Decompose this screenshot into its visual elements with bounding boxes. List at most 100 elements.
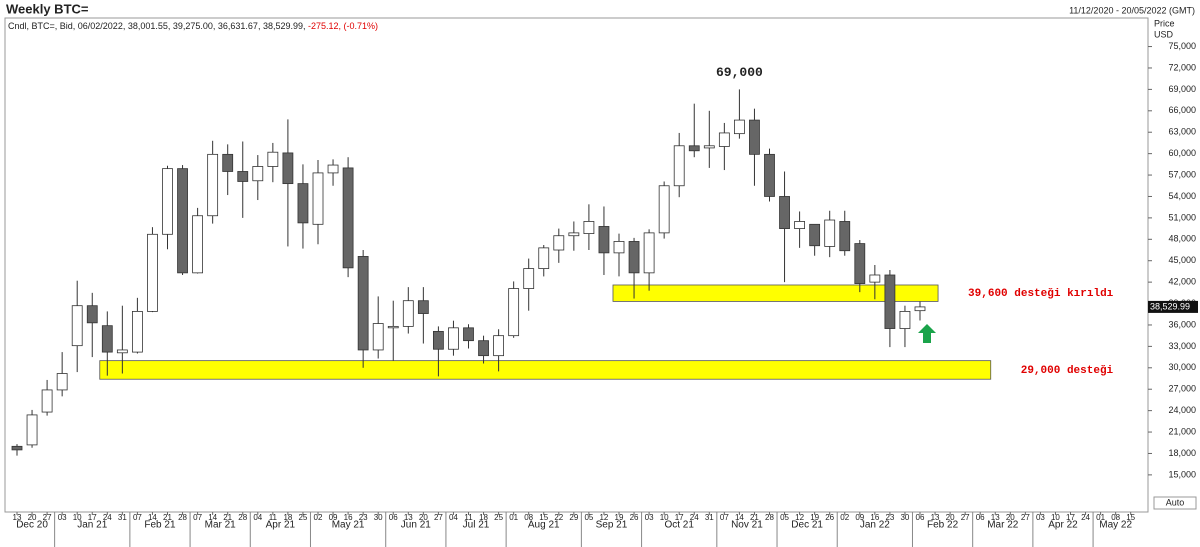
x-tick-label: 31 <box>118 513 127 522</box>
y-tick-label: 54,000 <box>1168 191 1196 201</box>
x-tick-label: 26 <box>825 513 834 522</box>
x-tick-label: 29 <box>569 513 578 522</box>
candle-body <box>327 164 339 174</box>
y-tick-label: 63,000 <box>1168 127 1196 137</box>
x-tick-label: 26 <box>630 513 639 522</box>
candle-body <box>794 221 805 229</box>
support-zone <box>612 284 939 302</box>
x-tick-label: 27 <box>961 513 970 522</box>
x-tick-label: 10 <box>1051 513 1060 522</box>
y-tick-label: 42,000 <box>1168 277 1196 287</box>
y-tick-label: 21,000 <box>1168 426 1196 436</box>
candle-body <box>417 300 429 314</box>
candle-body <box>448 327 459 350</box>
x-tick-label: 04 <box>253 513 262 522</box>
candle-body <box>523 268 535 289</box>
candle-body <box>869 274 881 283</box>
x-tick-label: 18 <box>479 513 488 522</box>
candle-body <box>658 185 670 234</box>
y-tick-label: 36,000 <box>1168 319 1196 329</box>
x-tick-label: 28 <box>238 513 247 522</box>
x-tick-label: 24 <box>1081 513 1090 522</box>
month-label: Apr 21 <box>266 520 296 531</box>
x-tick-label: 02 <box>840 513 849 522</box>
x-tick-label: 21 <box>750 513 759 522</box>
chart-title: Weekly BTC= <box>6 1 89 16</box>
x-tick-label: 19 <box>615 513 624 522</box>
x-tick-label: 11 <box>464 513 473 522</box>
candle-body <box>583 221 595 234</box>
candle-body <box>568 232 580 237</box>
auto-button[interactable] <box>1153 496 1197 510</box>
candle-body <box>162 168 173 235</box>
candle-body <box>267 151 279 167</box>
axis-unit: USD <box>1154 29 1174 39</box>
y-tick-label: 24,000 <box>1168 405 1196 415</box>
candle-body <box>177 168 188 274</box>
x-tick-label: 30 <box>374 513 383 522</box>
candle-body <box>342 167 354 269</box>
month-label: Jul 21 <box>463 520 490 531</box>
last-price-label: 38,529.99 <box>1150 301 1190 311</box>
candle-body <box>237 171 249 182</box>
month-label: Apr 22 <box>1048 520 1078 531</box>
y-tick-label: 60,000 <box>1168 148 1196 158</box>
x-tick-label: 30 <box>900 513 909 522</box>
date-range: 11/12/2020 - 20/05/2022 (GMT) <box>1069 5 1195 15</box>
x-tick-label: 20 <box>28 513 37 522</box>
x-tick-label: 13 <box>404 513 413 522</box>
y-tick-label: 75,000 <box>1168 41 1196 51</box>
candle-body <box>26 414 38 446</box>
x-tick-label: 23 <box>359 513 368 522</box>
x-tick-label: 04 <box>449 513 458 522</box>
x-tick-label: 06 <box>916 513 925 522</box>
x-tick-label: 20 <box>946 513 955 522</box>
month-label: Dec 21 <box>791 520 823 531</box>
x-tick-label: 05 <box>780 513 789 522</box>
x-tick-label: 15 <box>539 513 548 522</box>
candle-body <box>673 145 685 187</box>
candle-body <box>387 325 399 329</box>
zone-label: 39,600 desteği kırıldı <box>968 288 1114 300</box>
x-tick-label: 15 <box>1126 513 1135 522</box>
candle-body <box>478 340 489 357</box>
x-tick-label: 08 <box>524 513 533 522</box>
x-tick-label: 12 <box>795 513 804 522</box>
candle-body <box>688 145 700 152</box>
month-label: Jan 21 <box>77 520 107 531</box>
x-tick-label: 24 <box>103 513 112 522</box>
x-tick-label: 31 <box>705 513 714 522</box>
y-tick-label: 48,000 <box>1168 234 1196 244</box>
month-label: May 21 <box>332 520 365 531</box>
candle-body <box>734 119 745 135</box>
candle-body <box>628 241 640 274</box>
month-label: Oct 21 <box>664 520 694 531</box>
x-tick-label: 23 <box>885 513 894 522</box>
x-tick-label: 07 <box>720 513 729 522</box>
zone-label: 29,000 desteği <box>1021 365 1114 377</box>
month-label: Sep 21 <box>596 520 628 531</box>
x-tick-label: 16 <box>870 513 879 522</box>
x-tick-label: 17 <box>675 513 684 522</box>
x-tick-label: 27 <box>1021 513 1030 522</box>
x-tick-label: 17 <box>1066 513 1075 522</box>
last-price-tag <box>1148 300 1198 313</box>
y-tick-label: 15,000 <box>1168 469 1196 479</box>
candle-body <box>824 219 836 247</box>
x-tick-label: 06 <box>976 513 985 522</box>
x-tick-label: 01 <box>1096 513 1105 522</box>
candle-body <box>779 196 790 229</box>
auto-label[interactable]: Auto <box>1166 497 1185 507</box>
y-tick-label: 30,000 <box>1168 362 1196 372</box>
x-tick-label: 03 <box>1036 513 1045 522</box>
month-label: Aug 21 <box>528 520 560 531</box>
y-tick-label: 33,000 <box>1168 341 1196 351</box>
x-tick-label: 13 <box>13 513 22 522</box>
x-tick-label: 02 <box>314 513 323 522</box>
candle-body <box>101 325 113 353</box>
candle-body <box>598 226 610 254</box>
month-label: Mar 22 <box>987 520 1019 531</box>
candle-body <box>116 349 128 354</box>
